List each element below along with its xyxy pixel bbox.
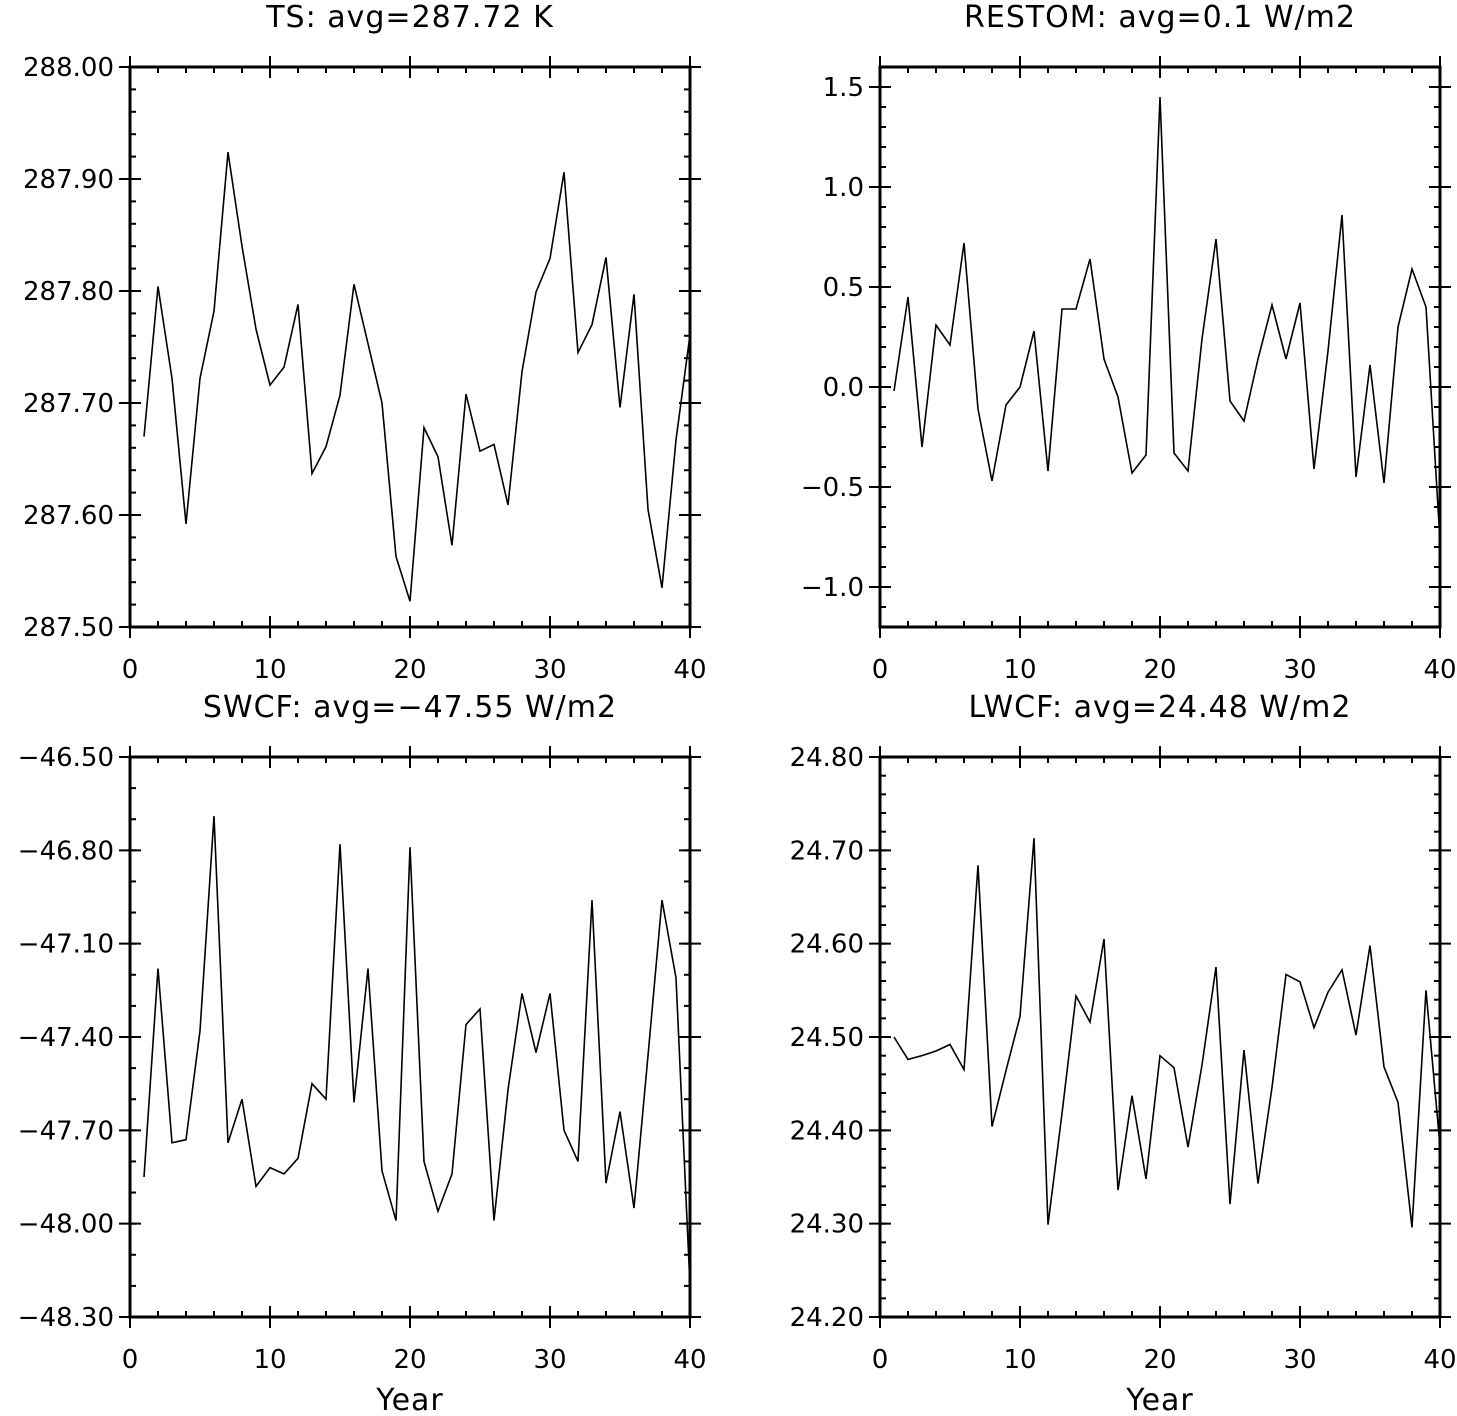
panel-title: LWCF: avg=24.48 W/m2 xyxy=(969,690,1352,725)
x-tick-label: 10 xyxy=(1003,655,1036,685)
x-tick-label: 40 xyxy=(1423,1345,1456,1375)
y-tick-label: 24.70 xyxy=(790,836,864,866)
y-tick-label: −46.80 xyxy=(18,836,114,866)
x-tick-label: 30 xyxy=(1283,1345,1316,1375)
minor-ticks xyxy=(879,66,1441,628)
plot-frame xyxy=(128,755,692,1319)
x-tick-label: 10 xyxy=(1003,1345,1036,1375)
y-tick-label: 287.60 xyxy=(23,501,114,531)
y-tick-label: 24.50 xyxy=(790,1023,864,1053)
minor-ticks xyxy=(879,756,1441,1318)
y-tick-label: 24.80 xyxy=(790,743,864,773)
x-tick-label: 30 xyxy=(533,1345,566,1375)
y-tick-label: 288.00 xyxy=(23,53,114,83)
x-tick-label: 0 xyxy=(122,1345,139,1375)
x-tick-label: 20 xyxy=(1143,1345,1176,1375)
major-ticks xyxy=(869,56,1451,638)
y-tick-label: 1.5 xyxy=(823,73,864,103)
x-tick-label: 20 xyxy=(1143,655,1176,685)
y-tick-label: −47.10 xyxy=(18,930,114,960)
y-tick-label: 0.0 xyxy=(823,373,864,403)
x-tick-labels: 0 10 20 30 40 xyxy=(122,655,707,685)
x-tick-label: 30 xyxy=(1283,655,1316,685)
x-tick-label: 40 xyxy=(673,655,706,685)
x-tick-labels: 0 10 20 30 40 xyxy=(122,1345,707,1375)
y-tick-label: 0.5 xyxy=(823,273,864,303)
y-tick-label: −47.40 xyxy=(18,1023,114,1053)
x-tick-label: 0 xyxy=(872,655,889,685)
panel-ts: TS: avg=287.72 K 0 10 20 30 40 287.50287.602… xyxy=(23,0,707,685)
major-ticks xyxy=(869,746,1451,1328)
x-tick-label: 20 xyxy=(393,655,426,685)
y-tick-label: −46.50 xyxy=(18,743,114,773)
panel-title: SWCF: avg=−47.55 W/m2 xyxy=(203,690,617,725)
x-tick-label: 40 xyxy=(673,1345,706,1375)
y-tick-labels: 24.20 24.30 24.40 24.50 24.60 24.70 24.80 xyxy=(790,743,864,1333)
plot-frame xyxy=(128,65,692,629)
x-tick-label: 10 xyxy=(253,1345,286,1375)
y-tick-label: 24.60 xyxy=(790,930,864,960)
y-tick-label: 287.90 xyxy=(23,165,114,195)
minor-ticks xyxy=(129,756,691,1318)
x-tick-label: 0 xyxy=(122,655,139,685)
y-tick-label: −47.70 xyxy=(18,1116,114,1146)
major-ticks xyxy=(119,746,701,1328)
y-tick-label: 287.70 xyxy=(23,389,114,419)
x-tick-label: 40 xyxy=(1423,655,1456,685)
panel-title: RESTOM: avg=0.1 W/m2 xyxy=(964,0,1356,35)
plot-frame xyxy=(878,65,1442,629)
lwcf-series-line xyxy=(893,838,1441,1228)
panel-title: TS: avg=287.72 K xyxy=(265,0,554,35)
x-axis-title: Year xyxy=(375,1383,444,1416)
y-tick-label: 287.80 xyxy=(23,277,114,307)
y-tick-label: −1.0 xyxy=(801,573,864,603)
minor-ticks xyxy=(129,66,691,628)
ts-series-line xyxy=(143,152,691,602)
y-tick-labels: 287.50 287.60 287.70 287.80 287.90 288.00 xyxy=(23,53,114,643)
x-tick-label: 10 xyxy=(253,655,286,685)
x-tick-label: 20 xyxy=(393,1345,426,1375)
y-tick-label: 24.30 xyxy=(790,1210,864,1240)
x-axis-title: Year xyxy=(1125,1383,1194,1416)
x-tick-labels: 0 10 20 30 40 xyxy=(872,655,1457,685)
y-tick-label: 24.20 xyxy=(790,1303,864,1333)
y-tick-label: −48.00 xyxy=(18,1210,114,1240)
swcf-series-line xyxy=(143,816,691,1286)
y-tick-label: −48.30 xyxy=(18,1303,114,1333)
x-tick-label: 30 xyxy=(533,655,566,685)
x-tick-labels: 0 10 20 30 40 xyxy=(872,1345,1457,1375)
y-tick-labels: −1.0 −0.5 0.0 0.5 1.0 1.5 xyxy=(801,73,864,603)
panel-restom: RESTOM: avg=0.1 W/m2 0 10 20 30 40 −1.0 −0.5 0… xyxy=(801,0,1457,685)
panel-swcf: SWCF: avg=−47.55 W/m2 0 10 20 30 40 −48.30−4… xyxy=(18,690,707,1416)
restom-series-line xyxy=(893,96,1441,542)
y-tick-label: 24.40 xyxy=(790,1116,864,1146)
y-tick-labels: −48.30 −48.00 −47.70 −47.40 −47.10 −46.80 −46.… xyxy=(18,743,114,1333)
y-tick-label: 287.50 xyxy=(23,613,114,643)
plot-frame xyxy=(878,755,1442,1319)
y-tick-label: −0.5 xyxy=(801,473,864,503)
panel-lwcf: LWCF: avg=24.48 W/m2 0 10 20 30 40 24.20 24.3… xyxy=(790,690,1457,1416)
y-tick-label: 1.0 xyxy=(823,173,864,203)
x-tick-label: 0 xyxy=(872,1345,889,1375)
